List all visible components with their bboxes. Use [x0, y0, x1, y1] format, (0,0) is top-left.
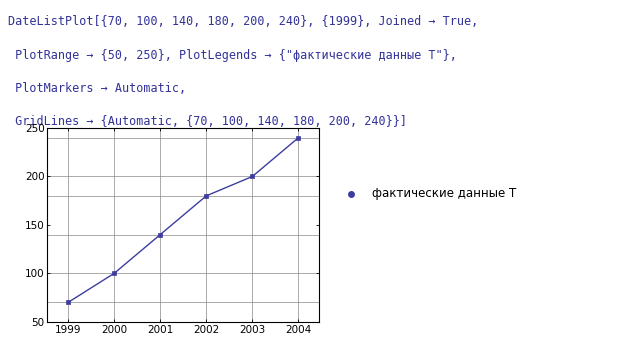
Text: DateListPlot[{70, 100, 140, 180, 200, 240}, {1999}, Joined → True,: DateListPlot[{70, 100, 140, 180, 200, 24… — [8, 15, 478, 28]
Text: PlotRange → {50, 250}, PlotLegends → {"фактические данные T"},: PlotRange → {50, 250}, PlotLegends → {"ф… — [8, 49, 456, 62]
Text: PlotMarkers → Automatic,: PlotMarkers → Automatic, — [8, 82, 186, 95]
Text: фактические данные T: фактические данные T — [372, 187, 516, 200]
Text: GridLines → {Automatic, {70, 100, 140, 180, 200, 240}}]: GridLines → {Automatic, {70, 100, 140, 1… — [8, 115, 406, 128]
